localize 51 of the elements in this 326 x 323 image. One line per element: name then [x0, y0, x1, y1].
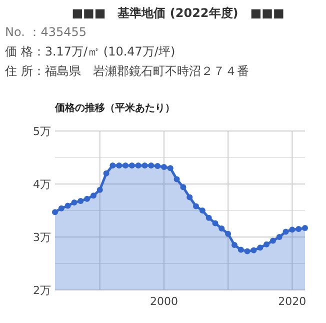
- point: [276, 234, 282, 240]
- point: [231, 242, 238, 248]
- point: [206, 214, 212, 221]
- point: [244, 248, 250, 254]
- y-tick-label: 2万: [33, 284, 51, 297]
- point: [218, 226, 225, 232]
- point: [78, 198, 84, 204]
- point: [90, 192, 96, 199]
- point: [199, 208, 206, 214]
- point: [270, 238, 276, 244]
- y-tick-label: 5万: [33, 125, 51, 138]
- point: [289, 226, 296, 233]
- point: [282, 228, 289, 235]
- point: [154, 162, 161, 169]
- point: [296, 226, 302, 232]
- text: 価 格：3.17万/㎡ (10.47万/坪): [5, 44, 176, 58]
- point: [58, 205, 64, 212]
- point: [96, 186, 103, 193]
- point: [84, 196, 90, 202]
- point: [167, 165, 174, 172]
- point: [186, 194, 193, 200]
- point: [110, 162, 116, 168]
- point: [180, 184, 186, 190]
- point: [64, 202, 71, 209]
- text: No. ：435455: [5, 25, 87, 39]
- point: [116, 162, 122, 168]
- point: [71, 200, 78, 206]
- point: [148, 162, 154, 168]
- point: [238, 246, 244, 253]
- chart-subtitle: 価格の推移（平米あたり）: [54, 102, 175, 114]
- point: [193, 203, 200, 210]
- point: [264, 241, 270, 248]
- point: [122, 162, 129, 168]
- point: [212, 220, 218, 226]
- point: [52, 209, 58, 216]
- point: [250, 247, 257, 254]
- y-tick-label: 3万: [33, 231, 51, 244]
- point: [225, 230, 232, 237]
- point: [135, 162, 142, 168]
- point: [257, 244, 264, 251]
- point: [142, 162, 148, 168]
- x-tick-label: 2020: [278, 295, 306, 308]
- x-tick-label: 2000: [150, 295, 178, 308]
- point: [128, 162, 135, 168]
- text: 住 所：福島県 岩瀬郡鏡石町不時沼２７４番: [4, 64, 249, 78]
- point: [174, 176, 180, 182]
- chart-title: ■■■ 基準地価 (2022年度) ■■■: [72, 6, 284, 20]
- point: [302, 224, 308, 231]
- point: [103, 170, 110, 176]
- y-tick-label: 4万: [33, 178, 51, 191]
- point: [160, 164, 167, 170]
